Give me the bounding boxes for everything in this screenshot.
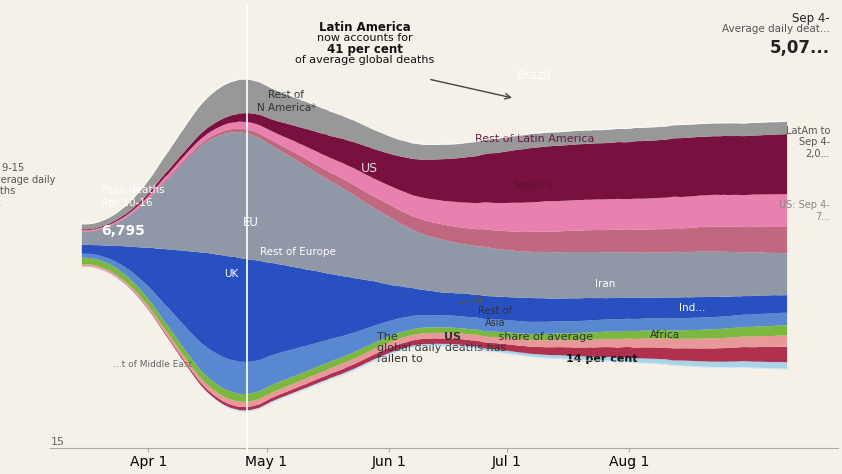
Text: EU: EU	[242, 216, 258, 228]
Text: Iran: Iran	[595, 279, 616, 289]
Text: US: US	[360, 162, 377, 175]
Text: US: US	[444, 332, 461, 342]
Text: Brazil: Brazil	[517, 69, 552, 82]
Text: share of average: share of average	[495, 332, 593, 342]
Text: r 9-15
verage daily
aths
2: r 9-15 verage daily aths 2	[0, 163, 55, 208]
Text: 41 per cent: 41 per cent	[327, 43, 403, 56]
Text: global daily deaths has: global daily deaths has	[377, 343, 506, 353]
Text: Rest of Europe: Rest of Europe	[260, 247, 336, 257]
Text: 6,795: 6,795	[101, 224, 145, 237]
Text: fallen to: fallen to	[377, 354, 426, 364]
Text: Rest of
N America*: Rest of N America*	[257, 90, 316, 113]
Text: Rest of Latin America: Rest of Latin America	[475, 135, 594, 145]
Text: Rest of
Asia: Rest of Asia	[478, 306, 512, 328]
Text: Sep 4-: Sep 4-	[792, 12, 830, 26]
Text: UK: UK	[224, 269, 238, 279]
Text: of average global deaths: of average global deaths	[296, 55, 434, 65]
Text: Ind...: Ind...	[679, 303, 706, 313]
Text: US: Sep 4-
7...: US: Sep 4- 7...	[779, 200, 830, 222]
Text: ...t of Middle East: ...t of Middle East	[113, 361, 192, 369]
Text: Mexico: Mexico	[515, 181, 554, 191]
Text: Africa: Africa	[649, 330, 679, 340]
Text: Peak deaths
Apr 10-16: Peak deaths Apr 10-16	[101, 185, 165, 208]
Text: Average daily deat...: Average daily deat...	[722, 24, 830, 34]
Text: LatAm to
Sep 4-
2,0...: LatAm to Sep 4- 2,0...	[786, 126, 830, 159]
Text: 15: 15	[51, 437, 65, 447]
Text: now accounts for: now accounts for	[317, 33, 413, 43]
Text: 14 per cent: 14 per cent	[566, 354, 637, 364]
Text: 5,07...: 5,07...	[770, 39, 830, 57]
Text: The: The	[377, 332, 401, 342]
Text: Latin America: Latin America	[319, 21, 411, 34]
